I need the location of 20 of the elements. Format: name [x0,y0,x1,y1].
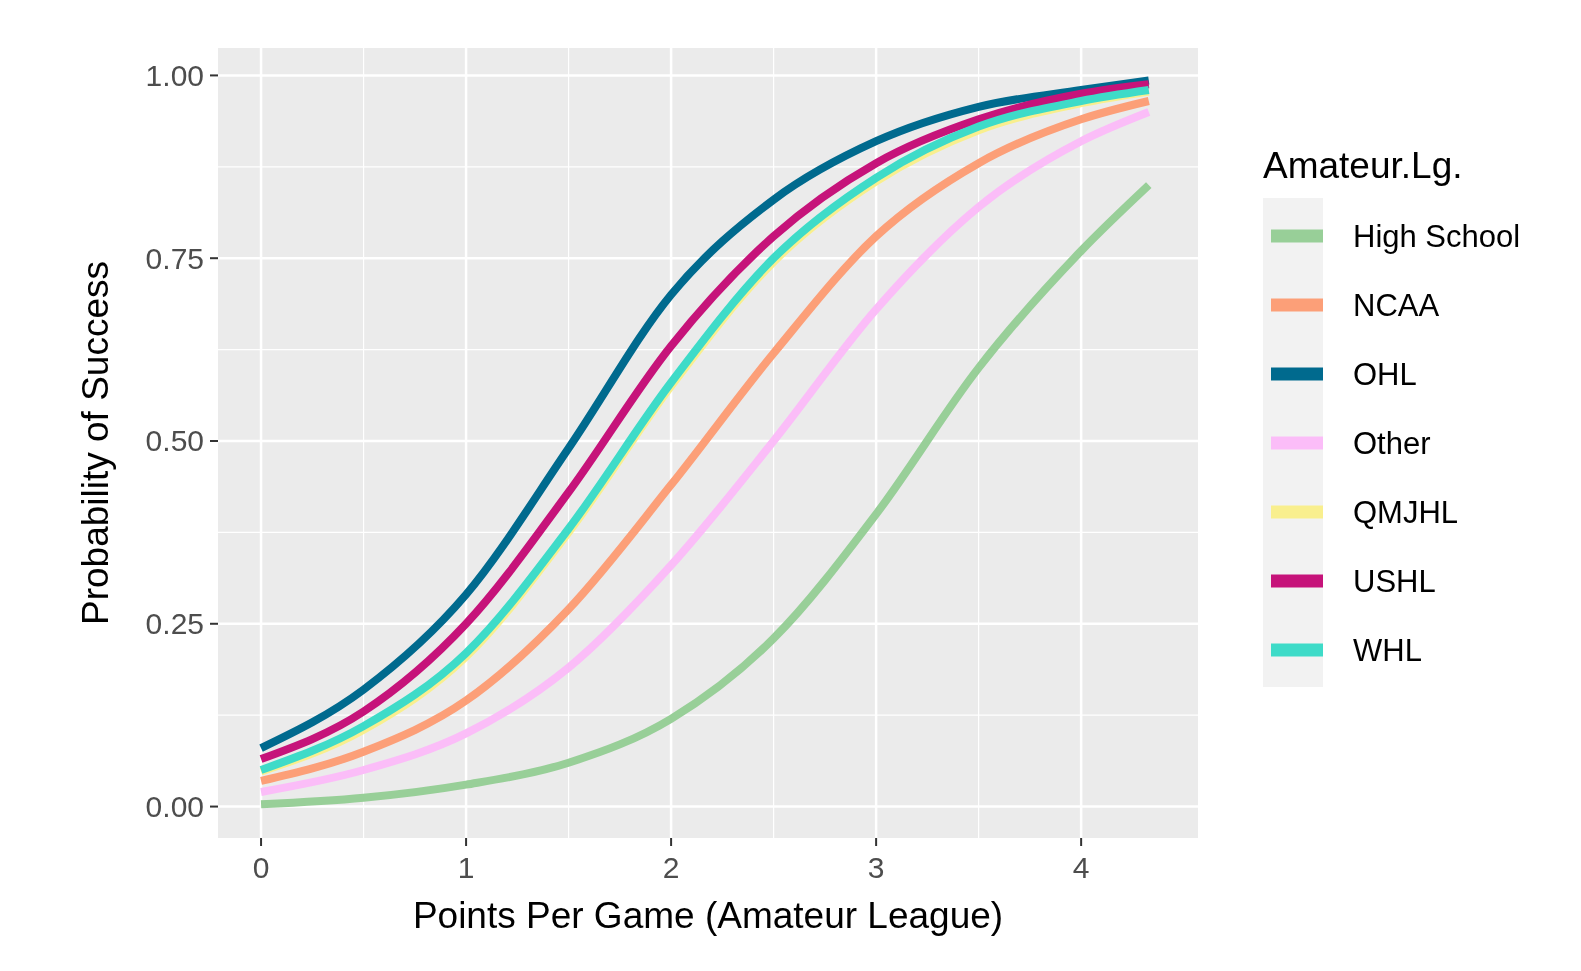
y-tick-label: 0.75 [145,241,204,275]
x-tick-label: 0 [252,851,270,884]
legend-label: Other [1353,425,1431,461]
x-tick-label: 3 [867,851,885,884]
x-axis-title: Points Per Game (Amateur League) [412,895,1004,936]
legend-label: USHL [1353,563,1436,599]
legend-label: High School [1353,218,1521,254]
y-tick-label: 0.00 [145,790,204,824]
legend-label: QMJHL [1353,494,1459,530]
x-tick-label: 1 [457,851,475,884]
legend-label: WHL [1353,632,1422,668]
x-tick-label: 4 [1072,851,1090,884]
legend-label: NCAA [1353,287,1440,323]
legend-label: OHL [1353,356,1417,392]
x-tick-label: 2 [662,851,680,884]
legend-title: Amateur.Lg. [1263,145,1463,186]
y-axis-title: Probability of Success [75,260,116,626]
y-tick-label: 0.50 [145,424,204,458]
y-tick-label: 0.25 [145,607,204,641]
y-tick-label: 1.00 [145,58,204,92]
